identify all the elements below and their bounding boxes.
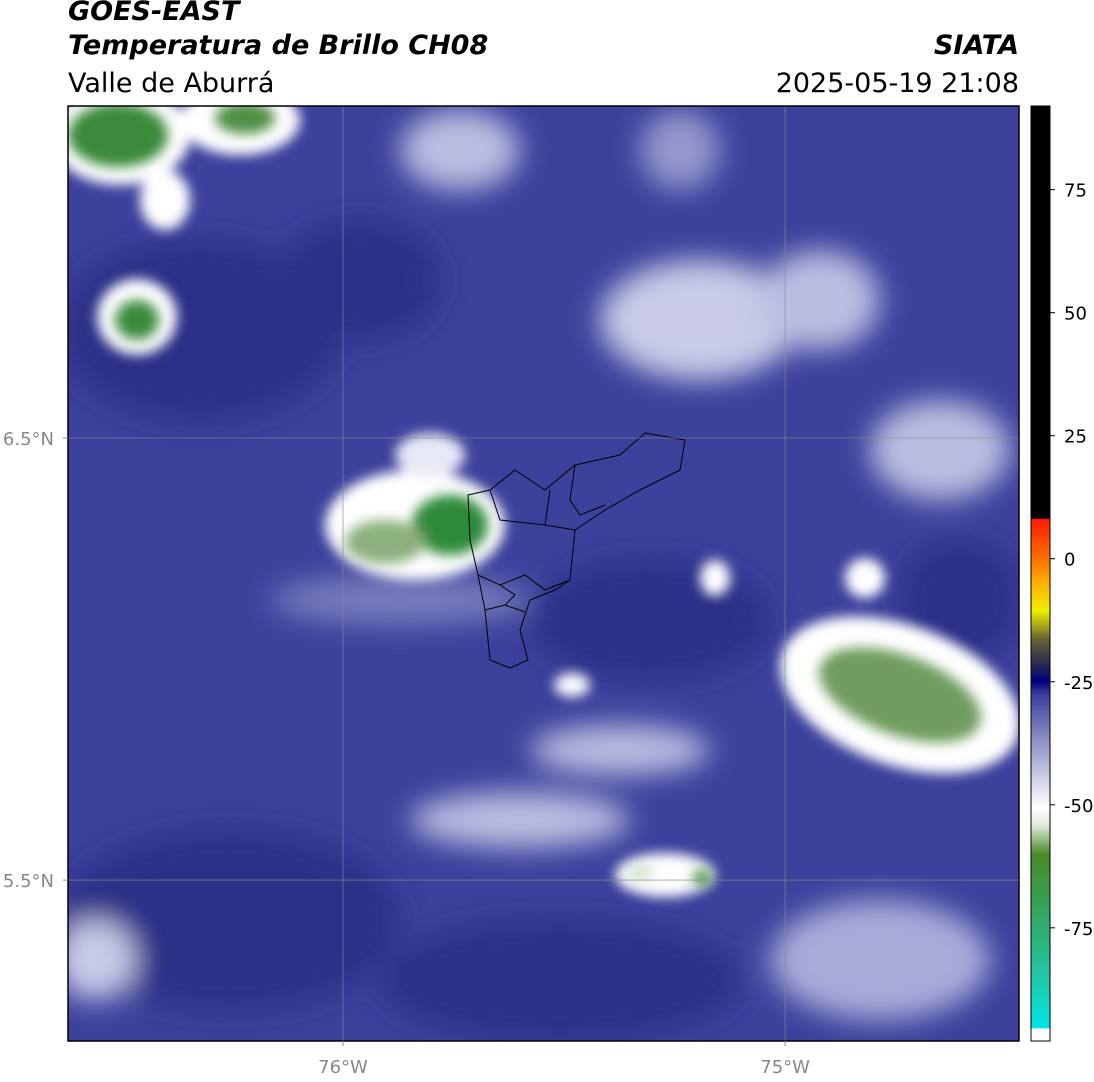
map-frame — [67, 105, 1020, 1042]
y-tick-label: 6.5°N — [3, 429, 54, 450]
region: Valle de Aburrá — [68, 68, 274, 99]
municipal-boundaries — [467, 432, 686, 669]
colorbar-tick-label: 75 — [1064, 181, 1087, 202]
subtitle: Temperatura de Brillo CH08 — [68, 30, 488, 61]
title: GOES-EAST — [68, 0, 242, 27]
grid — [68, 106, 1019, 1041]
source: SIATA — [934, 30, 1019, 61]
colorbar-tick-label: 25 — [1064, 427, 1087, 448]
x-tick-label: 76°W — [318, 1057, 368, 1078]
colorbar — [1030, 105, 1051, 1042]
colorbar-tick-label: -25 — [1064, 673, 1093, 694]
colorbar-tick-label: 0 — [1064, 550, 1075, 571]
colorbar-tick-label: 50 — [1064, 304, 1087, 325]
colorbar-tick-label: -75 — [1064, 919, 1093, 940]
map-image — [68, 106, 1019, 1041]
colorbar-tick-label: -50 — [1064, 796, 1093, 817]
y-tick-label: 5.5°N — [3, 871, 54, 892]
datetime: 2025-05-19 21:08 — [776, 68, 1019, 99]
colorbar-ticks: 75 50 25 0 -25 -50 -75 — [1050, 181, 1093, 940]
x-tick-label: 75°W — [760, 1057, 810, 1078]
